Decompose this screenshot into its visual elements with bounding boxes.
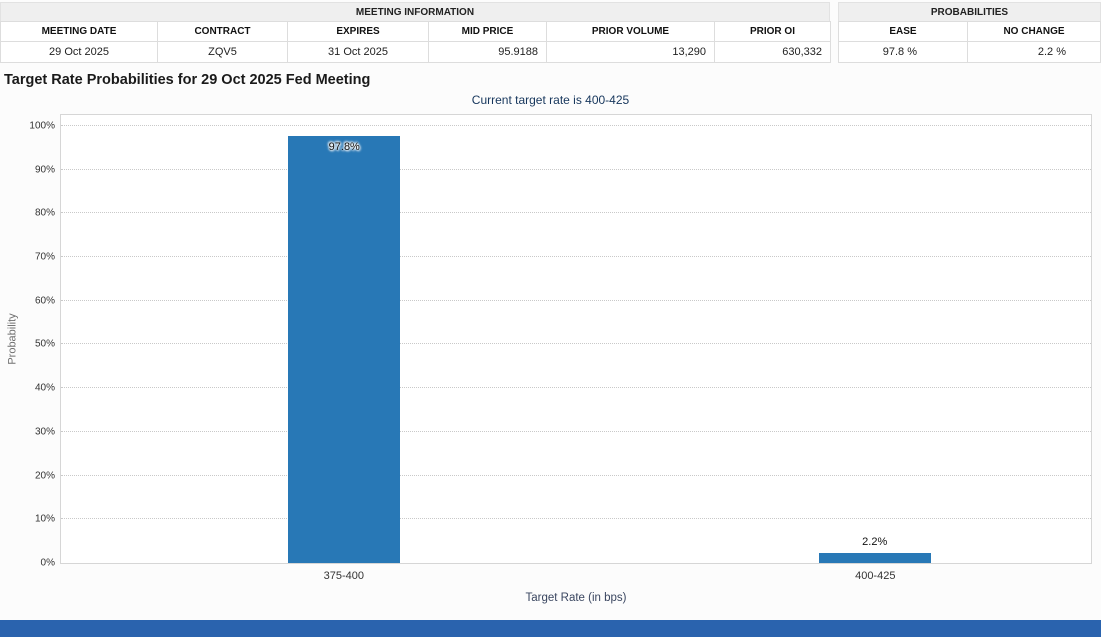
meeting-date-value: 29 Oct 2025	[0, 41, 158, 63]
prior-volume-value: 13,290	[546, 41, 715, 63]
footer-bar	[0, 620, 1101, 637]
x-axis-labels: 375-400 400-425	[60, 567, 1092, 583]
gridline	[61, 168, 1091, 170]
gridline	[61, 124, 1091, 126]
ease-value: 97.8 %	[838, 41, 968, 63]
column-expires: EXPIRES	[287, 21, 429, 42]
bar-value-label: 2.2%	[862, 536, 888, 549]
probabilities-header: PROBABILITIES	[838, 2, 1101, 21]
bar-value-label: 97.8%	[328, 140, 360, 153]
x-axis-title: Target Rate (in bps)	[525, 592, 627, 604]
no-change-value: 2.2 %	[967, 41, 1101, 63]
column-mid-price: MID PRICE	[428, 21, 547, 42]
plot-area: 0% 10% 20% 30% 40% 50% 60% 70% 80% 90% 100% 97.8% 2.…	[29, 114, 1092, 569]
y-tick-label: 80%	[34, 207, 55, 219]
meeting-information-panel: MEETING INFORMATION MEETING DATE CONTRAC…	[0, 2, 831, 63]
column-meeting-date: MEETING DATE	[0, 21, 158, 42]
meeting-information-header: MEETING INFORMATION	[0, 2, 830, 21]
gridline	[61, 474, 1091, 476]
y-tick-label: 0%	[40, 557, 55, 569]
x-tick-label: 375-400	[323, 570, 364, 582]
probabilities-panel: PROBABILITIES EASE NO CHANGE 97.8 % 2.2 …	[838, 2, 1101, 63]
column-prior-volume: PRIOR VOLUME	[546, 21, 715, 42]
chart-subtitle: Current target rate is 400-425	[471, 93, 630, 107]
y-tick-label: 50%	[34, 338, 55, 350]
y-tick-label: 30%	[34, 426, 55, 438]
x-tick-label: 400-425	[855, 570, 896, 582]
y-axis-title-wrap: Probability	[6, 114, 20, 564]
gridline	[61, 299, 1091, 301]
column-contract: CONTRACT	[157, 21, 288, 42]
y-tick-label: 100%	[29, 120, 55, 132]
contract-value: ZQV5	[157, 41, 288, 63]
y-tick-label: 10%	[34, 513, 55, 525]
gridline	[61, 343, 1091, 345]
column-prior-oi: PRIOR OI	[714, 21, 831, 42]
y-tick-label: 90%	[34, 164, 55, 176]
probabilities-table: EASE NO CHANGE 97.8 % 2.2 %	[838, 21, 1101, 63]
chart-title: Target Rate Probabilities for 29 Oct 202…	[4, 72, 371, 88]
chart-area: Probability 0% 10% 20% 30% 40% 50% 60% 70% 80% 90…	[7, 114, 1092, 569]
bar-400-425[interactable]	[818, 553, 931, 563]
y-tick-label: 40%	[34, 382, 55, 394]
y-tick-label: 70%	[34, 251, 55, 263]
column-ease: EASE	[838, 21, 968, 42]
gridline	[61, 212, 1091, 214]
gridline	[61, 256, 1091, 258]
y-tick-label: 20%	[34, 470, 55, 482]
meeting-information-header-row: MEETING DATE CONTRACT EXPIRES MID PRICE …	[0, 21, 831, 42]
gridline	[61, 387, 1091, 389]
meeting-information-row: 29 Oct 2025 ZQV5 31 Oct 2025 95.9188 13,…	[0, 41, 831, 63]
prior-oi-value: 630,332	[714, 41, 831, 63]
column-no-change: NO CHANGE	[967, 21, 1101, 42]
probabilities-row: 97.8 % 2.2 %	[838, 41, 1101, 63]
probabilities-header-row: EASE NO CHANGE	[838, 21, 1101, 42]
expires-value: 31 Oct 2025	[287, 41, 429, 63]
gridline	[61, 430, 1091, 432]
summary-tables: MEETING INFORMATION MEETING DATE CONTRAC…	[0, 0, 1101, 63]
bar-375-400[interactable]	[288, 135, 401, 563]
y-tick-label: 60%	[34, 295, 55, 307]
mid-price-value: 95.9188	[428, 41, 547, 63]
meeting-information-table: MEETING DATE CONTRACT EXPIRES MID PRICE …	[0, 21, 831, 63]
gridline	[61, 518, 1091, 520]
y-axis-title: Probability	[7, 313, 20, 365]
